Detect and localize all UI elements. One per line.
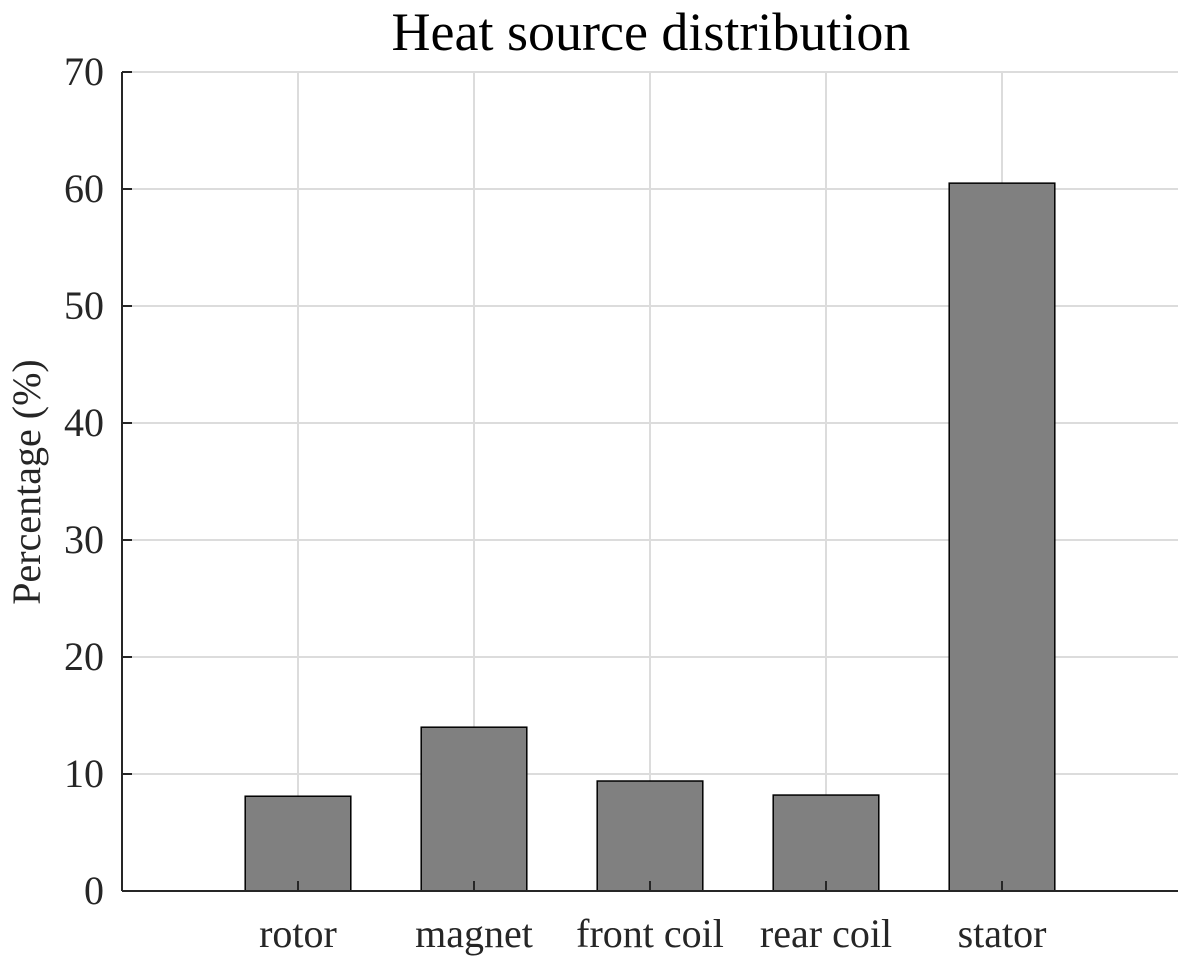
- bar-magnet: [420, 726, 528, 892]
- y-tick-label: 0: [84, 868, 104, 913]
- y-tick-labels: 0 10 20 30 40 50 60 70: [64, 49, 104, 913]
- bar-stator: [948, 182, 1056, 892]
- x-tick-labels: rotor magnet front coil rear coil stator: [259, 911, 1046, 956]
- x-tick-label: rotor: [259, 911, 337, 956]
- bars-layer: [244, 182, 1056, 892]
- chart-title: Heat source distribution: [392, 2, 911, 62]
- y-tick-label: 70: [64, 49, 104, 94]
- x-tick-label: stator: [958, 911, 1047, 956]
- bar-rear-coil: [772, 794, 880, 892]
- bar-front-coil: [596, 780, 704, 892]
- axes-layer: [121, 71, 1178, 892]
- bar-rotor: [244, 795, 352, 892]
- y-tick-label: 20: [64, 634, 104, 679]
- y-axis-label: Percentage (%): [4, 359, 49, 604]
- y-tick-label: 10: [64, 751, 104, 796]
- x-tick-label: rear coil: [760, 911, 892, 956]
- y-tick-label: 30: [64, 517, 104, 562]
- x-tick-label: front coil: [576, 911, 724, 956]
- x-tick-label: magnet: [415, 911, 533, 956]
- y-tick-label: 40: [64, 400, 104, 445]
- y-tick-label: 60: [64, 166, 104, 211]
- y-tick-label: 50: [64, 283, 104, 328]
